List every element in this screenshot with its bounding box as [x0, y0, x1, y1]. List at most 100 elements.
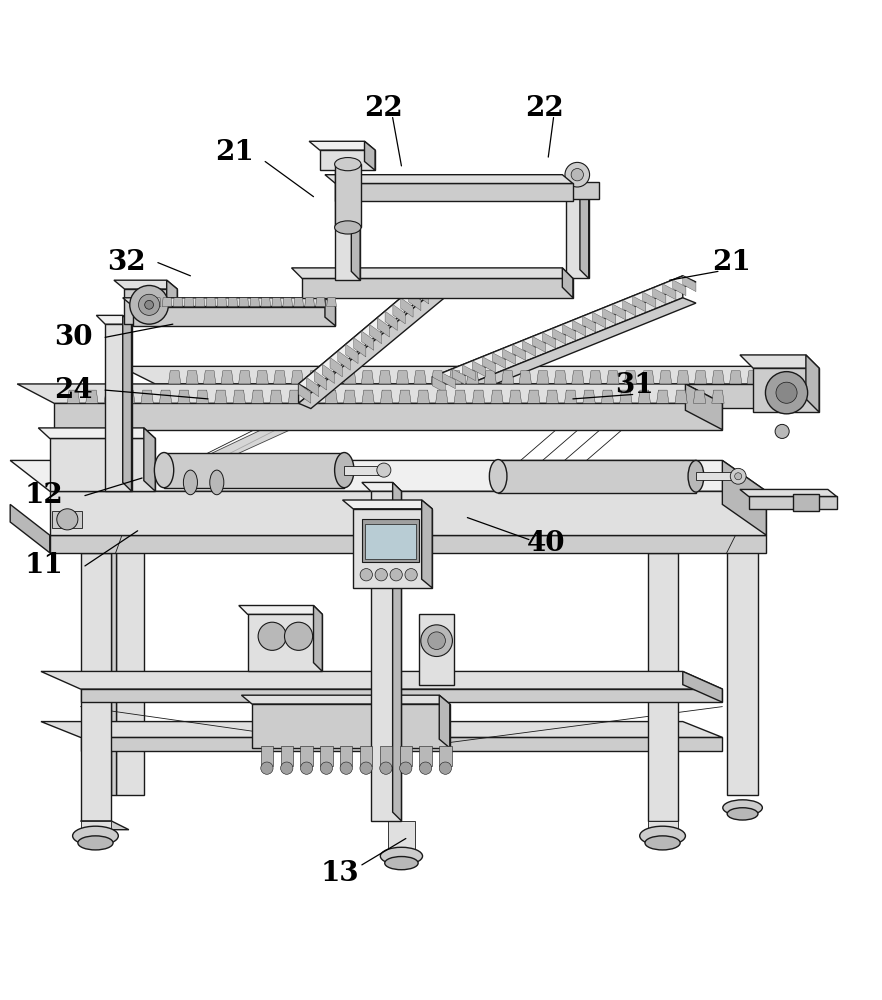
Polygon shape — [694, 371, 706, 384]
Polygon shape — [124, 289, 177, 324]
Polygon shape — [217, 298, 227, 307]
Polygon shape — [204, 371, 216, 384]
Polygon shape — [623, 300, 636, 316]
Circle shape — [340, 762, 353, 774]
Polygon shape — [712, 390, 724, 403]
Polygon shape — [396, 371, 408, 384]
Ellipse shape — [210, 470, 224, 495]
Polygon shape — [144, 428, 155, 491]
Circle shape — [775, 424, 789, 438]
Polygon shape — [632, 296, 646, 312]
Polygon shape — [123, 390, 135, 403]
Bar — [364, 524, 415, 559]
Polygon shape — [80, 821, 129, 830]
Polygon shape — [408, 291, 421, 311]
Polygon shape — [270, 390, 282, 403]
Polygon shape — [344, 466, 384, 475]
Polygon shape — [305, 298, 315, 307]
Polygon shape — [167, 280, 177, 324]
Ellipse shape — [78, 836, 113, 850]
Polygon shape — [512, 345, 526, 360]
Polygon shape — [683, 276, 696, 292]
Circle shape — [320, 762, 333, 774]
Polygon shape — [49, 491, 766, 535]
Polygon shape — [452, 369, 466, 385]
Polygon shape — [502, 371, 514, 384]
Polygon shape — [400, 298, 413, 317]
Circle shape — [258, 622, 287, 650]
Circle shape — [400, 762, 412, 774]
Polygon shape — [431, 371, 444, 384]
Polygon shape — [473, 390, 485, 403]
Circle shape — [360, 762, 372, 774]
Polygon shape — [326, 298, 336, 307]
Ellipse shape — [639, 826, 685, 846]
Polygon shape — [419, 614, 454, 685]
Ellipse shape — [645, 836, 680, 850]
Ellipse shape — [688, 460, 704, 492]
Polygon shape — [693, 390, 706, 403]
Polygon shape — [400, 746, 412, 766]
Polygon shape — [353, 509, 432, 588]
Polygon shape — [582, 316, 595, 332]
Polygon shape — [123, 315, 131, 491]
Polygon shape — [251, 390, 264, 403]
Circle shape — [138, 294, 160, 315]
Polygon shape — [351, 157, 360, 280]
Polygon shape — [758, 366, 793, 408]
Polygon shape — [370, 491, 401, 821]
Polygon shape — [86, 390, 98, 403]
Polygon shape — [283, 298, 293, 307]
Polygon shape — [330, 357, 342, 377]
Polygon shape — [239, 298, 249, 307]
Polygon shape — [566, 194, 588, 278]
Polygon shape — [80, 689, 722, 702]
Polygon shape — [250, 298, 259, 307]
Polygon shape — [519, 371, 532, 384]
Polygon shape — [299, 271, 432, 403]
Polygon shape — [273, 371, 286, 384]
Polygon shape — [162, 298, 172, 307]
Circle shape — [735, 473, 742, 480]
Polygon shape — [624, 371, 637, 384]
Polygon shape — [572, 320, 586, 336]
Circle shape — [377, 463, 391, 477]
Text: 22: 22 — [364, 95, 403, 122]
Polygon shape — [449, 371, 461, 384]
Polygon shape — [233, 390, 245, 403]
Text: 30: 30 — [54, 324, 93, 351]
Polygon shape — [557, 185, 588, 194]
Polygon shape — [563, 324, 576, 340]
Polygon shape — [536, 371, 549, 384]
Polygon shape — [392, 305, 405, 324]
Circle shape — [285, 622, 312, 650]
Polygon shape — [542, 332, 556, 348]
Polygon shape — [439, 695, 450, 748]
Circle shape — [145, 300, 153, 309]
Polygon shape — [660, 371, 672, 384]
Polygon shape — [362, 331, 374, 350]
Polygon shape — [572, 371, 584, 384]
Polygon shape — [392, 482, 401, 821]
Polygon shape — [643, 292, 656, 308]
Polygon shape — [613, 304, 626, 320]
Polygon shape — [309, 371, 321, 384]
Polygon shape — [38, 428, 155, 438]
Polygon shape — [301, 746, 313, 766]
Polygon shape — [436, 390, 448, 403]
Polygon shape — [432, 276, 696, 383]
Polygon shape — [133, 307, 335, 326]
Ellipse shape — [727, 808, 758, 820]
Polygon shape — [344, 371, 356, 384]
Polygon shape — [647, 821, 678, 843]
Polygon shape — [602, 390, 614, 403]
Polygon shape — [242, 695, 450, 704]
Polygon shape — [740, 355, 819, 368]
Text: 21: 21 — [215, 139, 254, 166]
Polygon shape — [18, 384, 722, 403]
Circle shape — [380, 762, 392, 774]
Polygon shape — [54, 403, 722, 430]
Polygon shape — [740, 489, 837, 496]
Polygon shape — [380, 746, 392, 766]
Polygon shape — [593, 312, 606, 328]
